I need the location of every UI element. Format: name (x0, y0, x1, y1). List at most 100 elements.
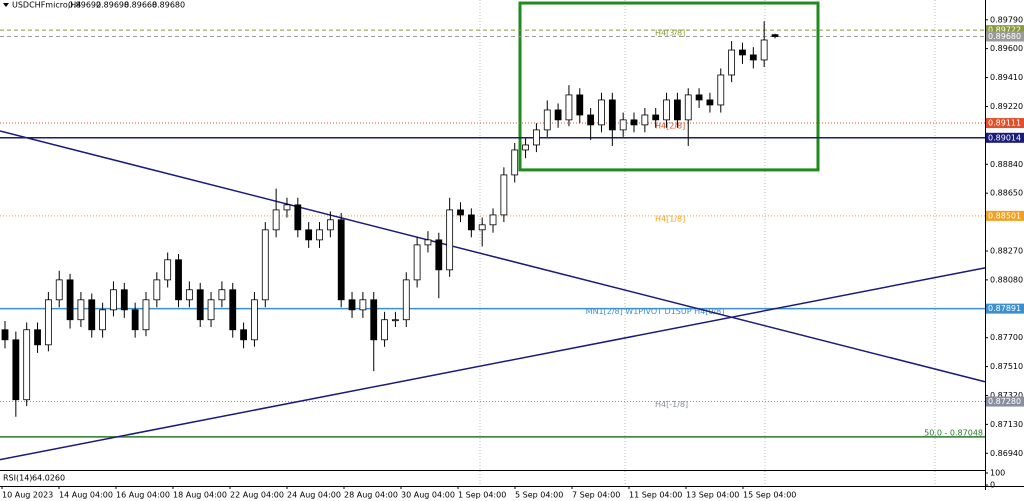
x-tick-label: 5 Sep 04:00 (515, 491, 563, 500)
price-box (986, 396, 1024, 407)
trendline (0, 130, 986, 383)
candle-body (522, 144, 529, 151)
price-box (986, 303, 1024, 314)
x-tick-label: 1 Sep 04:00 (458, 491, 506, 500)
candle-body (1, 329, 9, 341)
x-tick-label: 13 Sep 04:00 (686, 491, 739, 500)
candle-body (88, 299, 96, 331)
candle-body (55, 279, 63, 301)
trendline (0, 267, 986, 461)
candle-body (760, 39, 768, 61)
rsi-value: 64.0260 (32, 474, 65, 483)
candle-body (413, 244, 421, 281)
candle-body (305, 229, 313, 241)
y-tick-label: 0.89790 (990, 15, 1023, 24)
candle-body (511, 149, 519, 176)
rsi-tick-label: 100 (990, 469, 1005, 478)
price-box-label: 0.89014 (988, 133, 1021, 142)
candle-body (272, 209, 280, 231)
candle-body (619, 119, 627, 131)
y-tick-label: 0.89410 (990, 73, 1023, 82)
candle-body (175, 259, 182, 301)
y-tick-label: 0.86940 (990, 449, 1023, 458)
candle-body (457, 209, 464, 216)
candle-body (673, 99, 681, 121)
y-tick-label: 0.87700 (990, 333, 1023, 342)
x-tick-label: 10 Aug 2023 (2, 491, 53, 500)
y-tick-label: 0.89220 (990, 102, 1023, 111)
symbol: USDCHFmicro,H4 (12, 1, 81, 10)
candle-body (185, 289, 193, 301)
candle-body (348, 299, 356, 311)
price-box (986, 25, 1024, 36)
candle-body (23, 329, 31, 401)
level-name: H4[3/8] (655, 29, 685, 38)
price-box-label: 0.89722 (988, 26, 1021, 35)
candle-body (500, 174, 508, 216)
candle-body (684, 94, 692, 121)
candle-body (77, 299, 85, 321)
candle-body (435, 239, 443, 271)
header-price: 0.89668 (124, 1, 157, 10)
candle-body (12, 339, 20, 401)
candle-body (164, 259, 172, 281)
candle-body (467, 214, 475, 231)
candle-body (370, 299, 378, 341)
candle-body (424, 239, 432, 246)
candle-body (749, 54, 757, 61)
candle-body (326, 219, 334, 231)
candle-body (576, 94, 584, 116)
candle-body (489, 214, 497, 226)
y-tick-label: 0.87320 (990, 391, 1023, 400)
y-tick-label: 0.88650 (990, 189, 1023, 198)
y-tick-label: 0.88270 (990, 246, 1023, 255)
candle-body (392, 319, 399, 322)
price-box-label: 0.88501 (988, 211, 1021, 220)
menu-arrow[interactable] (3, 3, 9, 7)
candle-body (565, 94, 573, 121)
x-tick-label: 18 Aug 04:00 (173, 491, 227, 500)
candle-body (207, 299, 215, 321)
header-price: 0.89698 (96, 1, 129, 10)
x-tick-label: 28 Aug 04:00 (344, 491, 398, 500)
candle-body (337, 219, 345, 301)
fibo-label: 50.0 - 0.87048 (924, 428, 983, 437)
header-price: 0.89680 (152, 1, 185, 10)
candle-body (99, 309, 107, 331)
x-tick-label: 24 Aug 04:00 (287, 491, 341, 500)
candle-body (446, 209, 454, 271)
level-name: H4[1/8] (655, 214, 685, 223)
candle-body (229, 289, 237, 331)
y-tick-label: 0.88840 (990, 160, 1023, 169)
zone-box (518, 1, 820, 172)
candle-body (34, 329, 41, 346)
candle-body (608, 99, 616, 131)
candle-body (316, 229, 323, 241)
x-tick-label: 16 Aug 04:00 (116, 491, 170, 500)
level-name: MN1[2/8] W1PIVOT D1SUP H4[0/8] (586, 307, 725, 316)
y-tick-label: 0.88080 (990, 275, 1023, 284)
x-tick-label: 22 Aug 04:00 (230, 491, 284, 500)
price-box (986, 31, 1024, 42)
candle-body (120, 289, 128, 311)
candle-body (478, 224, 486, 231)
candle-body (142, 299, 150, 331)
candle-body (110, 289, 117, 311)
candle-body (153, 279, 161, 301)
candle-body (663, 99, 670, 121)
candle-body (728, 49, 736, 76)
candle-body (240, 329, 247, 341)
rsi-name: RSI(14) (3, 474, 32, 483)
candle-body (739, 49, 746, 56)
y-tick-label: 0.87510 (990, 362, 1023, 371)
price-box-label: 0.89111 (988, 119, 1021, 128)
candle-body (641, 114, 649, 126)
candle-body (543, 109, 551, 131)
x-tick-label: 7 Sep 04:00 (572, 491, 620, 500)
candle-body (630, 119, 638, 126)
candle-body (598, 99, 605, 126)
candle-body (359, 299, 367, 311)
candle-body (131, 309, 139, 331)
